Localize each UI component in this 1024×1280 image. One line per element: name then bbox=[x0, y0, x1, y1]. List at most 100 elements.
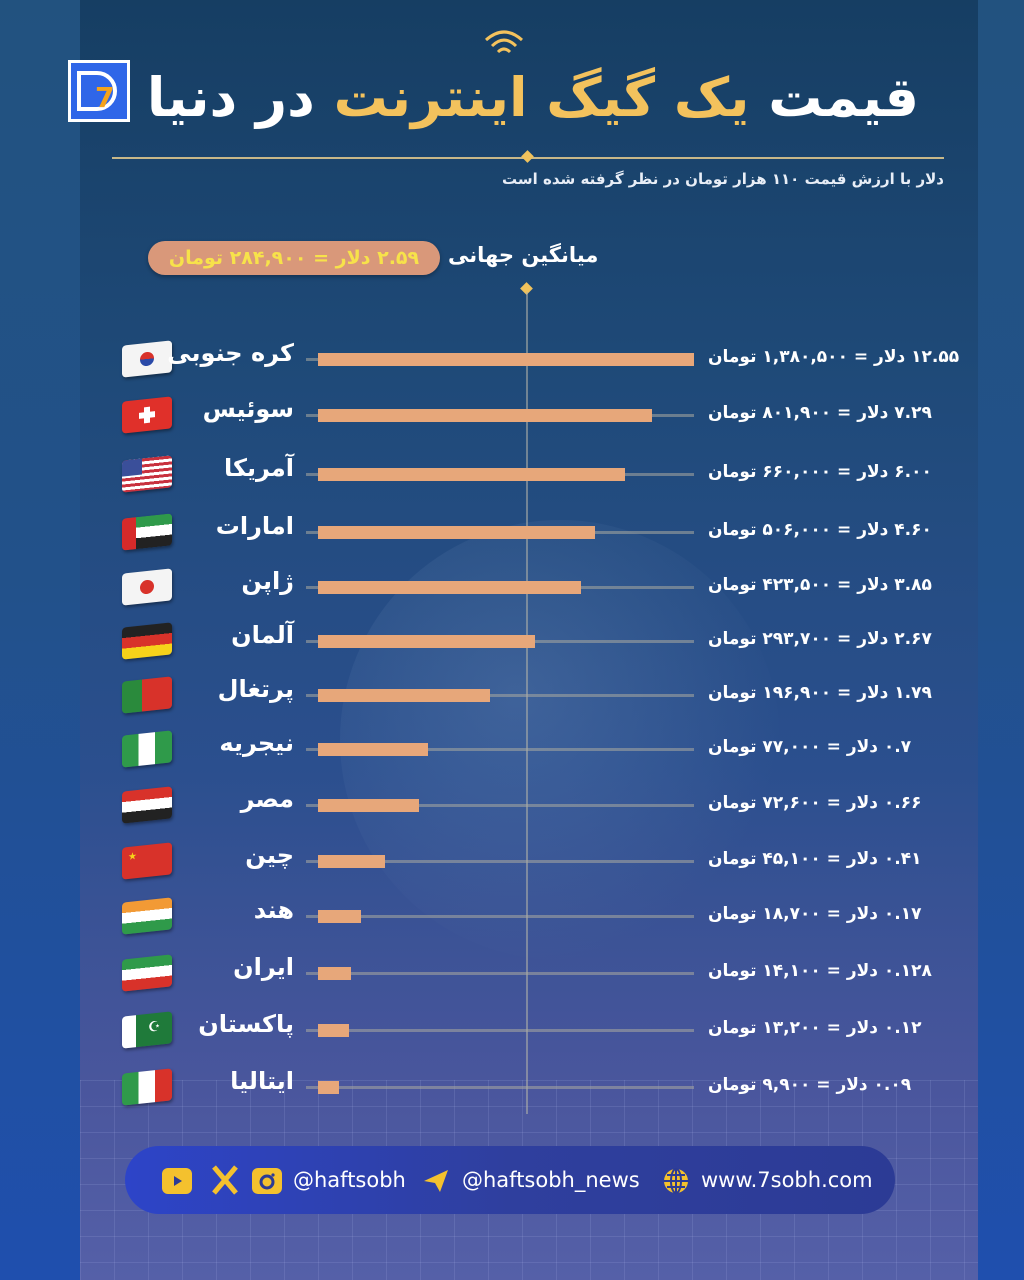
youtube-icon[interactable] bbox=[162, 1168, 192, 1194]
bar-track bbox=[306, 748, 694, 751]
flag-uae-icon bbox=[122, 513, 172, 551]
instagram-handle[interactable]: @haftsobh bbox=[293, 1168, 406, 1192]
value-label: ۰.۷ دلار = ۷۷,۰۰۰ تومان bbox=[708, 737, 912, 757]
instagram-icon[interactable] bbox=[252, 1168, 282, 1194]
telegram-handle[interactable]: @haftsobh_news bbox=[462, 1168, 640, 1192]
country-label: آمریکا bbox=[224, 454, 294, 482]
average-label: میانگین جهانی bbox=[448, 243, 599, 267]
flag-india-icon bbox=[122, 897, 172, 935]
telegram-icon[interactable] bbox=[422, 1168, 450, 1194]
subtitle: دلار با ارزش قیمت ۱۱۰ هزار تومان در نظر … bbox=[502, 170, 944, 188]
value-label: ۱۲.۵۵ دلار = ۱,۳۸۰,۵۰۰ تومان bbox=[708, 347, 960, 367]
value-label: ۳.۸۵ دلار = ۴۲۳,۵۰۰ تومان bbox=[708, 575, 932, 595]
bar-track bbox=[306, 915, 694, 918]
value-bar bbox=[318, 910, 361, 923]
value-label: ۲.۶۷ دلار = ۲۹۳,۷۰۰ تومان bbox=[708, 629, 932, 649]
chart-row: ایتالیا ۰.۰۹ دلار = ۹,۹۰۰ تومان bbox=[0, 1067, 1024, 1109]
chart-row: نیجریه ۰.۷ دلار = ۷۷,۰۰۰ تومان bbox=[0, 729, 1024, 771]
country-label: امارات bbox=[215, 512, 294, 540]
average-axis-line bbox=[526, 292, 528, 1114]
value-bar bbox=[318, 689, 490, 702]
value-label: ۶.۰۰ دلار = ۶۶۰,۰۰۰ تومان bbox=[708, 462, 932, 482]
value-label: ۰.۱۲۸ دلار = ۱۴,۱۰۰ تومان bbox=[708, 961, 932, 981]
country-label: سوئیس bbox=[202, 395, 294, 423]
value-label: ۷.۲۹ دلار = ۸۰۱,۹۰۰ تومان bbox=[708, 403, 932, 423]
value-bar bbox=[318, 526, 595, 539]
infographic-panel bbox=[80, 0, 978, 1280]
chart-row: هند ۰.۱۷ دلار = ۱۸,۷۰۰ تومان bbox=[0, 896, 1024, 938]
value-bar bbox=[318, 799, 419, 812]
chart-row: ☪ پاکستان ۰.۱۲ دلار = ۱۳,۲۰۰ تومان bbox=[0, 1010, 1024, 1052]
bar-track bbox=[306, 972, 694, 975]
value-label: ۴.۶۰ دلار = ۵۰۶,۰۰۰ تومان bbox=[708, 520, 932, 540]
country-label: ایتالیا bbox=[230, 1067, 294, 1095]
flag-usa-icon bbox=[122, 455, 172, 493]
title-part-2: یک گیگ اینترنت bbox=[333, 66, 750, 129]
value-label: ۰.۱۷ دلار = ۱۸,۷۰۰ تومان bbox=[708, 904, 922, 924]
x-icon[interactable] bbox=[211, 1165, 239, 1195]
value-bar bbox=[318, 353, 694, 366]
chart-row: امارات ۴.۶۰ دلار = ۵۰۶,۰۰۰ تومان bbox=[0, 512, 1024, 554]
country-label: کره جنوبی bbox=[167, 339, 294, 367]
country-label: ژاپن bbox=[241, 567, 294, 595]
value-label: ۰.۱۲ دلار = ۱۳,۲۰۰ تومان bbox=[708, 1018, 922, 1038]
country-label: مصر bbox=[240, 785, 294, 813]
chart-row: مصر ۰.۶۶ دلار = ۷۲,۶۰۰ تومان bbox=[0, 785, 1024, 827]
chart-row: ★ چین ۰.۴۱ دلار = ۴۵,۱۰۰ تومان bbox=[0, 841, 1024, 883]
country-label: هند bbox=[253, 896, 294, 924]
flag-japan-icon bbox=[122, 568, 172, 606]
page-title: قیمت یک گیگ اینترنت در دنیا bbox=[147, 58, 919, 138]
country-label: چین bbox=[245, 841, 294, 869]
value-bar bbox=[318, 635, 535, 648]
logo-seven: 7 bbox=[95, 81, 115, 114]
country-label: پاکستان bbox=[198, 1010, 294, 1038]
flag-iran-icon bbox=[122, 954, 172, 992]
7sobh-logo: 7 bbox=[68, 60, 130, 122]
flag-switzerland-icon bbox=[122, 396, 172, 434]
average-value-pill: ۲.۵۹ دلار = ۲۸۴,۹۰۰ تومان bbox=[148, 241, 440, 275]
value-bar bbox=[318, 1024, 349, 1037]
value-bar bbox=[318, 409, 652, 422]
value-bar bbox=[318, 743, 428, 756]
chart-row: آلمان ۲.۶۷ دلار = ۲۹۳,۷۰۰ تومان bbox=[0, 621, 1024, 663]
bar-track bbox=[306, 1086, 694, 1089]
chart-row: کره جنوبی ۱۲.۵۵ دلار = ۱,۳۸۰,۵۰۰ تومان bbox=[0, 339, 1024, 381]
country-label: ایران bbox=[233, 953, 294, 981]
chart-row: آمریکا ۶.۰۰ دلار = ۶۶۰,۰۰۰ تومان bbox=[0, 454, 1024, 496]
flag-egypt-icon bbox=[122, 786, 172, 824]
bar-track bbox=[306, 694, 694, 697]
website-link[interactable]: www.7sobh.com bbox=[701, 1168, 873, 1192]
bar-track bbox=[306, 860, 694, 863]
chart-row: پرتغال ۱.۷۹ دلار = ۱۹۶,۹۰۰ تومان bbox=[0, 675, 1024, 717]
value-bar bbox=[318, 1081, 339, 1094]
value-bar bbox=[318, 581, 581, 594]
value-label: ۰.۴۱ دلار = ۴۵,۱۰۰ تومان bbox=[708, 849, 922, 869]
value-bar bbox=[318, 855, 385, 868]
flag-italy-icon bbox=[122, 1068, 172, 1106]
chart-row: ایران ۰.۱۲۸ دلار = ۱۴,۱۰۰ تومان bbox=[0, 953, 1024, 995]
title-part-1: قیمت bbox=[768, 66, 919, 129]
flag-portugal-icon bbox=[122, 676, 172, 714]
value-label: ۰.۶۶ دلار = ۷۲,۶۰۰ تومان bbox=[708, 793, 922, 813]
bar-track bbox=[306, 1029, 694, 1032]
title-part-3: در دنیا bbox=[146, 66, 315, 129]
country-label: پرتغال bbox=[217, 675, 294, 703]
flag-china-icon: ★ bbox=[122, 842, 172, 880]
chart-row: ژاپن ۳.۸۵ دلار = ۴۲۳,۵۰۰ تومان bbox=[0, 567, 1024, 609]
value-label: ۰.۰۹ دلار = ۹,۹۰۰ تومان bbox=[708, 1075, 912, 1095]
flag-south-korea-icon bbox=[122, 340, 172, 378]
value-label: ۱.۷۹ دلار = ۱۹۶,۹۰۰ تومان bbox=[708, 683, 932, 703]
logo-d-shape bbox=[77, 71, 117, 111]
country-label: نیجریه bbox=[219, 729, 294, 757]
globe-icon bbox=[662, 1167, 690, 1195]
value-bar bbox=[318, 468, 625, 481]
flag-nigeria-icon bbox=[122, 730, 172, 768]
flag-germany-icon bbox=[122, 622, 172, 660]
bar-track bbox=[306, 804, 694, 807]
footer-social-bar: @haftsobh @haftsobh_news www.7sobh.com bbox=[125, 1146, 895, 1214]
flag-pakistan-icon: ☪ bbox=[122, 1011, 172, 1049]
country-label: آلمان bbox=[231, 621, 294, 649]
wifi-icon bbox=[485, 30, 523, 54]
value-bar bbox=[318, 967, 351, 980]
chart-row: سوئیس ۷.۲۹ دلار = ۸۰۱,۹۰۰ تومان bbox=[0, 395, 1024, 437]
